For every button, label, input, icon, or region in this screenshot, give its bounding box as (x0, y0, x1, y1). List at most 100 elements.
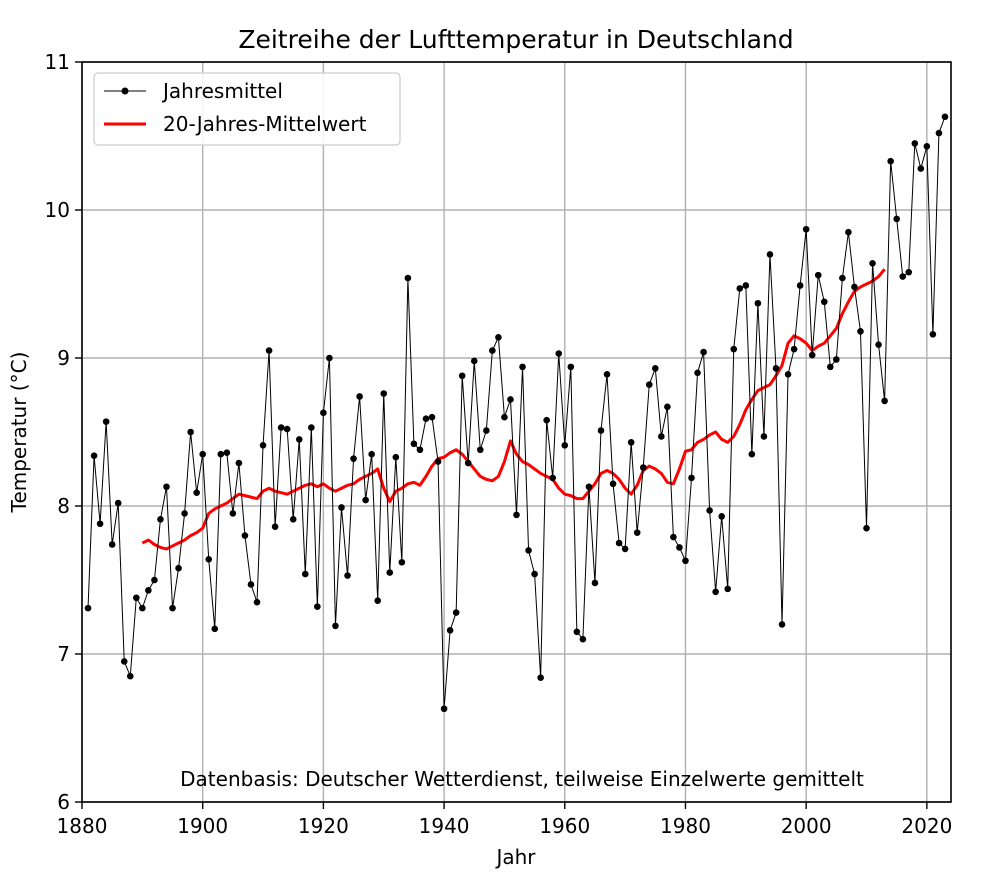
point-jahresmittel-1904 (223, 449, 231, 457)
x-tick-label-2000: 2000 (781, 814, 832, 838)
point-jahresmittel-1954 (525, 547, 532, 554)
point-jahresmittel-1983 (700, 348, 707, 356)
y-tick-label-7: 7 (57, 642, 70, 666)
point-jahresmittel-1896 (175, 564, 182, 572)
point-jahresmittel-2009 (857, 328, 864, 335)
point-jahresmittel-1909 (253, 598, 261, 606)
point-jahresmittel-1898 (187, 428, 194, 436)
point-jahresmittel-1932 (392, 453, 400, 461)
point-jahresmittel-1996 (778, 621, 786, 628)
point-jahresmittel-1926 (356, 393, 363, 400)
point-jahresmittel-1929 (374, 597, 382, 605)
point-jahresmittel-1944 (464, 459, 472, 467)
point-jahresmittel-1966 (597, 427, 605, 434)
point-jahresmittel-2018 (911, 140, 919, 147)
point-jahresmittel-2013 (881, 397, 888, 405)
point-jahresmittel-1946 (476, 446, 484, 454)
x-axis-ticks: 1880 1900 1920 1940 1960 1980 2000 2020 (57, 802, 952, 838)
y-tick-label-6: 6 (57, 790, 70, 814)
point-jahresmittel-1889 (133, 594, 140, 602)
point-jahresmittel-1914 (283, 425, 291, 433)
point-jahresmittel-1959 (555, 350, 563, 357)
point-jahresmittel-1902 (211, 625, 219, 633)
point-jahresmittel-1985 (712, 588, 719, 596)
point-jahresmittel-1943 (458, 372, 466, 380)
point-jahresmittel-2001 (808, 351, 816, 359)
point-jahresmittel-2010 (863, 524, 870, 532)
point-jahresmittel-1887 (120, 658, 128, 665)
point-jahresmittel-1903 (217, 450, 225, 458)
point-jahresmittel-1899 (193, 489, 200, 496)
point-jahresmittel-1958 (549, 474, 557, 482)
point-jahresmittel-1948 (489, 347, 496, 354)
point-jahresmittel-1961 (567, 363, 575, 371)
point-jahresmittel-1941 (446, 627, 454, 634)
point-jahresmittel-1947 (483, 427, 490, 434)
plot-frame (81, 61, 952, 803)
point-jahresmittel-2002 (814, 271, 822, 279)
point-jahresmittel-1993 (760, 433, 768, 440)
point-jahresmittel-1950 (501, 413, 508, 421)
point-jahresmittel-1915 (289, 516, 297, 523)
point-jahresmittel-1892 (151, 576, 158, 584)
point-jahresmittel-1952 (513, 511, 520, 519)
point-jahresmittel-1937 (422, 415, 430, 422)
y-tick-label-11: 11 (45, 50, 70, 74)
point-jahresmittel-1945 (470, 357, 478, 365)
point-jahresmittel-1894 (163, 483, 170, 491)
chart-title: Zeitreihe der Lufttemperatur in Deutschl… (238, 25, 793, 54)
point-jahresmittel-1977 (664, 403, 671, 411)
point-jahresmittel-1928 (368, 450, 375, 458)
point-jahresmittel-1974 (645, 381, 653, 388)
point-jahresmittel-2015 (893, 215, 900, 223)
point-jahresmittel-1886 (114, 499, 122, 507)
x-tick-label-1960: 1960 (539, 814, 590, 838)
point-jahresmittel-1956 (537, 674, 544, 681)
point-jahresmittel-1939 (434, 458, 442, 465)
point-jahresmittel-1901 (205, 555, 213, 563)
point-jahresmittel-1992 (754, 299, 762, 307)
point-jahresmittel-1911 (265, 347, 273, 354)
point-jahresmittel-2000 (802, 225, 810, 233)
x-tick-label-1980: 1980 (660, 814, 711, 838)
point-jahresmittel-1907 (241, 532, 249, 539)
point-jahresmittel-1938 (428, 413, 436, 421)
point-jahresmittel-2017 (905, 268, 913, 276)
point-jahresmittel-1965 (591, 579, 599, 587)
x-tick-label-2020: 2020 (901, 814, 952, 838)
point-jahresmittel-2019 (917, 165, 925, 172)
data-source-annotation: Datenbasis: Deutscher Wetterdienst, teil… (180, 767, 864, 791)
point-jahresmittel-2016 (899, 273, 907, 280)
point-jahresmittel-1924 (344, 572, 351, 579)
legend-marker-jahresmittel (121, 87, 129, 95)
point-jahresmittel-1908 (247, 581, 255, 588)
x-tick-label-1920: 1920 (298, 814, 349, 838)
point-jahresmittel-1987 (724, 585, 732, 593)
point-jahresmittel-1967 (603, 370, 611, 378)
point-jahresmittel-1917 (301, 570, 309, 578)
point-jahresmittel-1918 (308, 424, 315, 431)
point-jahresmittel-2007 (845, 228, 852, 236)
point-jahresmittel-1978 (670, 533, 677, 541)
point-jahresmittel-1910 (259, 442, 267, 449)
point-jahresmittel-1973 (639, 464, 647, 471)
point-jahresmittel-1971 (627, 439, 635, 446)
point-jahresmittel-1890 (139, 604, 146, 612)
point-jahresmittel-1976 (658, 433, 665, 440)
point-jahresmittel-1949 (495, 333, 502, 341)
point-jahresmittel-1906 (235, 459, 243, 467)
point-jahresmittel-2004 (827, 363, 834, 371)
point-jahresmittel-1995 (772, 365, 780, 372)
y-axis-label: Temperatur (°C) (7, 352, 31, 514)
point-jahresmittel-1994 (766, 251, 774, 258)
point-jahresmittel-1964 (585, 483, 593, 491)
point-jahresmittel-2020 (923, 143, 931, 150)
point-jahresmittel-1934 (404, 274, 412, 282)
point-jahresmittel-1998 (790, 345, 798, 353)
point-jahresmittel-1991 (748, 450, 756, 458)
point-jahresmittel-1980 (682, 557, 689, 565)
point-jahresmittel-1997 (784, 370, 792, 378)
x-tick-label-1900: 1900 (177, 814, 228, 838)
point-jahresmittel-1979 (676, 544, 683, 551)
